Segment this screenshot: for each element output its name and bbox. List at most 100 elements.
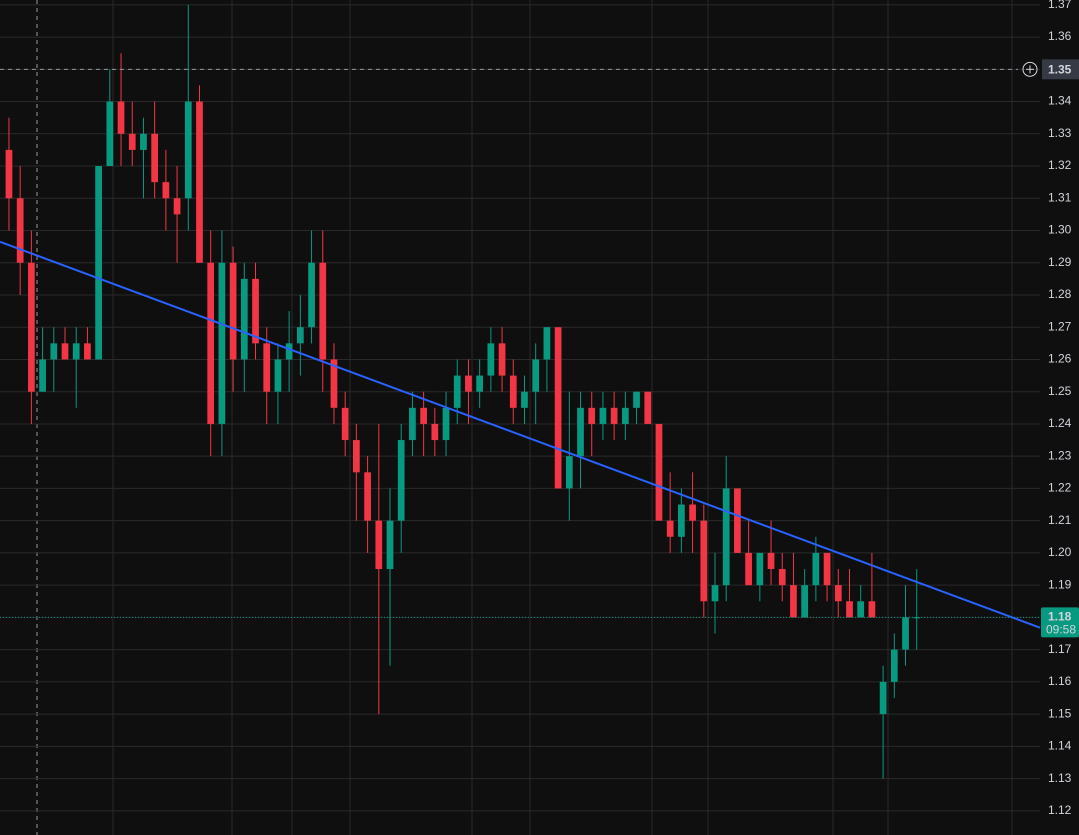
y-tick-label: 1.30 bbox=[1048, 223, 1072, 237]
y-tick-label: 1.21 bbox=[1048, 513, 1072, 527]
candle-body bbox=[644, 391, 652, 424]
candle-body bbox=[846, 601, 853, 618]
y-tick-label: 1.24 bbox=[1048, 416, 1072, 430]
candle-body bbox=[218, 262, 226, 424]
candle-body bbox=[341, 407, 349, 441]
candle-body bbox=[621, 407, 629, 424]
candle-body bbox=[689, 504, 696, 521]
candle-body bbox=[240, 278, 248, 360]
candle-body bbox=[610, 407, 618, 424]
candle-body bbox=[95, 166, 102, 360]
y-tick-label: 1.33 bbox=[1048, 126, 1072, 140]
candle-body bbox=[588, 407, 596, 424]
candle-body bbox=[711, 585, 719, 602]
y-tick-label: 1.25 bbox=[1048, 384, 1072, 398]
last-price-label: 1.18 bbox=[1048, 610, 1072, 624]
y-tick-label: 1.20 bbox=[1048, 545, 1072, 559]
candle-body bbox=[722, 488, 730, 586]
candle-body bbox=[420, 407, 427, 424]
y-tick-label: 1.31 bbox=[1048, 190, 1072, 204]
candle-body bbox=[16, 198, 24, 263]
candle-body bbox=[633, 391, 640, 408]
trendline bbox=[0, 240, 1041, 629]
candle-body bbox=[453, 375, 461, 408]
candle-body bbox=[140, 133, 147, 150]
candle-body bbox=[700, 520, 708, 602]
y-tick-label: 1.16 bbox=[1048, 674, 1072, 688]
candle-body bbox=[364, 472, 371, 521]
candle-body bbox=[296, 327, 304, 344]
crosshair-add-button[interactable] bbox=[1022, 61, 1038, 77]
candle-body bbox=[28, 262, 35, 392]
candle-body bbox=[117, 101, 125, 134]
candle-body bbox=[745, 552, 752, 586]
candle-body bbox=[498, 343, 506, 376]
y-tick-label: 1.12 bbox=[1048, 803, 1072, 817]
candle-body bbox=[655, 423, 663, 521]
y-tick-label: 1.14 bbox=[1048, 739, 1072, 753]
candle-body bbox=[666, 520, 674, 537]
candle-body bbox=[409, 407, 416, 441]
y-tick-label: 1.19 bbox=[1048, 577, 1072, 591]
candle-body bbox=[252, 278, 259, 344]
candle-body bbox=[61, 343, 69, 360]
candle-body bbox=[577, 407, 584, 457]
candle-body bbox=[465, 375, 472, 392]
y-tick-label: 1.27 bbox=[1048, 319, 1072, 333]
y-tick-label: 1.34 bbox=[1048, 94, 1072, 108]
candle-body bbox=[285, 343, 293, 360]
candle-body bbox=[902, 617, 909, 650]
candle-body bbox=[39, 359, 46, 392]
candle-body bbox=[442, 407, 450, 441]
candle-body bbox=[532, 359, 540, 392]
y-tick-label: 1.15 bbox=[1048, 706, 1072, 720]
y-tick-label: 1.29 bbox=[1048, 255, 1072, 269]
candle-body bbox=[229, 262, 237, 360]
candle-body bbox=[386, 520, 394, 570]
candle-body bbox=[868, 601, 876, 618]
candle-body bbox=[184, 101, 192, 199]
candle-body bbox=[397, 440, 405, 521]
candle-body bbox=[913, 617, 921, 619]
candle-body bbox=[330, 359, 338, 408]
last-price-box bbox=[1041, 607, 1079, 638]
candle-body bbox=[353, 440, 360, 473]
candle-body bbox=[879, 681, 887, 715]
candle-body bbox=[487, 343, 495, 376]
y-tick-label: 1.17 bbox=[1048, 642, 1072, 656]
candle-body bbox=[565, 456, 573, 489]
candle-body bbox=[599, 407, 607, 424]
candle-body bbox=[554, 327, 562, 489]
candle-body bbox=[196, 101, 203, 263]
candle-body bbox=[274, 359, 282, 392]
y-tick-label: 1.26 bbox=[1048, 352, 1072, 366]
candle-body bbox=[151, 133, 159, 183]
candle-body bbox=[857, 601, 865, 618]
candle-body bbox=[521, 391, 528, 408]
y-tick-label: 1.23 bbox=[1048, 448, 1072, 462]
y-tick-label: 1.37 bbox=[1048, 0, 1072, 11]
candle-body bbox=[50, 343, 58, 360]
candle-body bbox=[734, 488, 741, 553]
candle-body bbox=[756, 552, 764, 586]
candle-body bbox=[812, 552, 820, 586]
candle-body bbox=[778, 569, 786, 586]
candle-body bbox=[543, 327, 551, 360]
candle-body bbox=[834, 585, 842, 602]
candle-body bbox=[106, 101, 114, 167]
candle-body bbox=[128, 133, 136, 150]
candle-body bbox=[801, 585, 809, 618]
candle-body bbox=[823, 552, 831, 586]
candle-body bbox=[308, 262, 315, 328]
candle-body bbox=[890, 649, 898, 682]
crosshair-label-box bbox=[1042, 59, 1079, 80]
candle-body bbox=[678, 504, 685, 537]
candle-body bbox=[173, 198, 181, 215]
candle-body bbox=[162, 182, 170, 199]
y-tick-label: 1.28 bbox=[1048, 287, 1072, 301]
candle-body bbox=[509, 375, 517, 408]
candle-body bbox=[375, 520, 383, 570]
